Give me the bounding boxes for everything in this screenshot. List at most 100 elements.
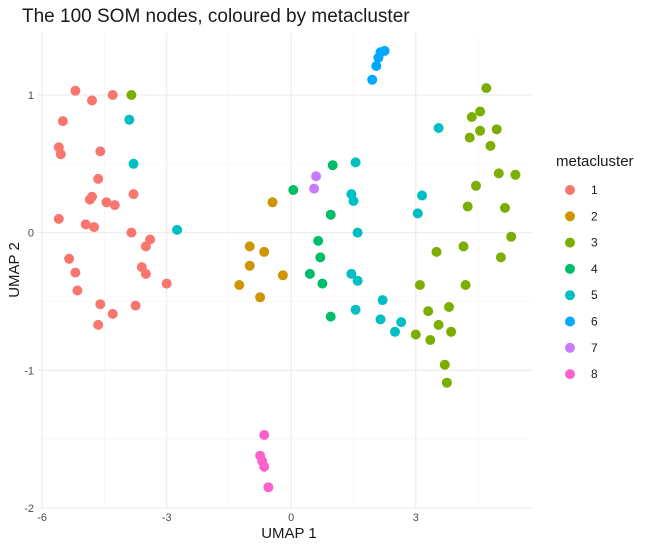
point-metacluster-1 (55, 149, 66, 160)
y-tick-label: 0 (28, 228, 34, 240)
point-metacluster-8 (259, 461, 270, 472)
point-metacluster-3 (485, 140, 496, 151)
point-metacluster-2 (244, 241, 255, 252)
x-tick-label: -6 (37, 512, 47, 524)
point-metacluster-1 (101, 197, 112, 208)
y-axis-label: UMAP 2 (6, 242, 23, 298)
point-metacluster-3 (506, 231, 517, 242)
point-metacluster-1 (95, 299, 106, 310)
chart-title: The 100 SOM nodes, coloured by metaclust… (22, 6, 410, 27)
legend-key-3 (565, 237, 575, 248)
point-metacluster-5 (417, 190, 427, 201)
legend-label-5: 5 (591, 288, 598, 302)
point-metacluster-4 (304, 268, 315, 279)
grid-lines (38, 33, 532, 509)
point-metacluster-3 (410, 329, 421, 340)
legend-key-1 (565, 185, 575, 195)
x-tick-label: 0 (288, 512, 294, 524)
point-metacluster-1 (84, 194, 95, 205)
point-metacluster-8 (259, 430, 270, 440)
point-metacluster-3 (481, 83, 492, 94)
point-metacluster-4 (313, 235, 324, 246)
legend-key-5 (565, 290, 575, 301)
y-tick-label: -2 (24, 503, 34, 515)
point-metacluster-5 (352, 227, 363, 238)
point-metacluster-1 (140, 241, 151, 252)
point-metacluster-5 (348, 196, 359, 206)
point-metacluster-3 (414, 280, 425, 290)
legend-label-2: 2 (591, 209, 598, 223)
point-metacluster-3 (493, 168, 504, 179)
point-metacluster-3 (510, 169, 521, 180)
point-metacluster-6 (367, 74, 378, 85)
point-metacluster-5 (346, 268, 357, 279)
point-metacluster-1 (70, 267, 81, 278)
point-metacluster-3 (475, 106, 486, 117)
legend-label-1: 1 (591, 183, 598, 197)
point-metacluster-5 (412, 208, 423, 219)
point-metacluster-3 (444, 302, 454, 312)
point-metacluster-5 (377, 295, 388, 306)
point-metacluster-2 (244, 260, 255, 271)
point-metacluster-1 (72, 285, 83, 296)
point-metacluster-3 (491, 124, 502, 135)
point-metacluster-3 (475, 125, 486, 136)
point-metacluster-1 (70, 85, 81, 96)
point-metacluster-3 (433, 319, 444, 330)
point-metacluster-1 (161, 278, 172, 289)
point-metacluster-1 (80, 219, 91, 230)
point-metacluster-1 (64, 253, 75, 264)
point-metacluster-3 (439, 359, 450, 370)
point-metacluster-5 (350, 157, 361, 168)
point-metacluster-3 (500, 202, 510, 213)
point-metacluster-3 (425, 335, 436, 345)
legend-key-4 (565, 263, 575, 274)
point-metacluster-3 (423, 306, 434, 317)
point-metacluster-5 (433, 123, 444, 133)
point-metacluster-7 (311, 171, 322, 182)
point-metacluster-3 (471, 180, 481, 191)
legend-label-3: 3 (591, 236, 598, 250)
point-metacluster-3 (446, 326, 457, 337)
point-metacluster-6 (371, 61, 382, 71)
legend-key-8 (565, 369, 575, 380)
point-metacluster-2 (234, 280, 245, 290)
point-metacluster-5 (172, 224, 183, 235)
point-metacluster-3 (495, 252, 506, 263)
point-metacluster-3 (460, 280, 471, 290)
legend-title: metacluster (556, 153, 634, 170)
point-metacluster-1 (53, 213, 64, 224)
point-metacluster-5 (352, 275, 363, 286)
point-metacluster-5 (375, 314, 386, 325)
point-metacluster-6 (373, 52, 384, 63)
x-tick-label: -3 (162, 512, 172, 524)
point-metacluster-3 (126, 90, 137, 100)
point-metacluster-2 (259, 246, 270, 257)
legend-key-2 (565, 211, 575, 222)
point-metacluster-4 (317, 278, 328, 289)
point-metacluster-5 (124, 114, 135, 125)
point-metacluster-4 (325, 209, 336, 220)
point-metacluster-5 (396, 317, 407, 328)
point-metacluster-1 (128, 189, 139, 200)
point-metacluster-3 (466, 112, 477, 122)
point-metacluster-5 (350, 304, 361, 315)
x-axis-ticks: -6 -3 0 3 (37, 512, 419, 524)
point-metacluster-5 (390, 326, 400, 337)
point-metacluster-1 (130, 300, 141, 311)
point-metacluster-1 (93, 173, 104, 184)
y-tick-label: 1 (28, 90, 34, 102)
x-tick-label: 3 (413, 512, 419, 524)
point-metacluster-4 (315, 252, 326, 263)
point-metacluster-4 (327, 160, 338, 171)
point-metacluster-3 (458, 241, 469, 252)
point-metacluster-1 (89, 222, 99, 233)
point-metacluster-1 (57, 116, 68, 127)
point-metacluster-1 (107, 90, 118, 100)
x-axis-label: UMAP 1 (261, 525, 317, 542)
point-metacluster-2 (255, 292, 266, 303)
point-metacluster-5 (128, 158, 139, 169)
point-metacluster-1 (93, 319, 104, 330)
point-metacluster-1 (107, 308, 118, 319)
